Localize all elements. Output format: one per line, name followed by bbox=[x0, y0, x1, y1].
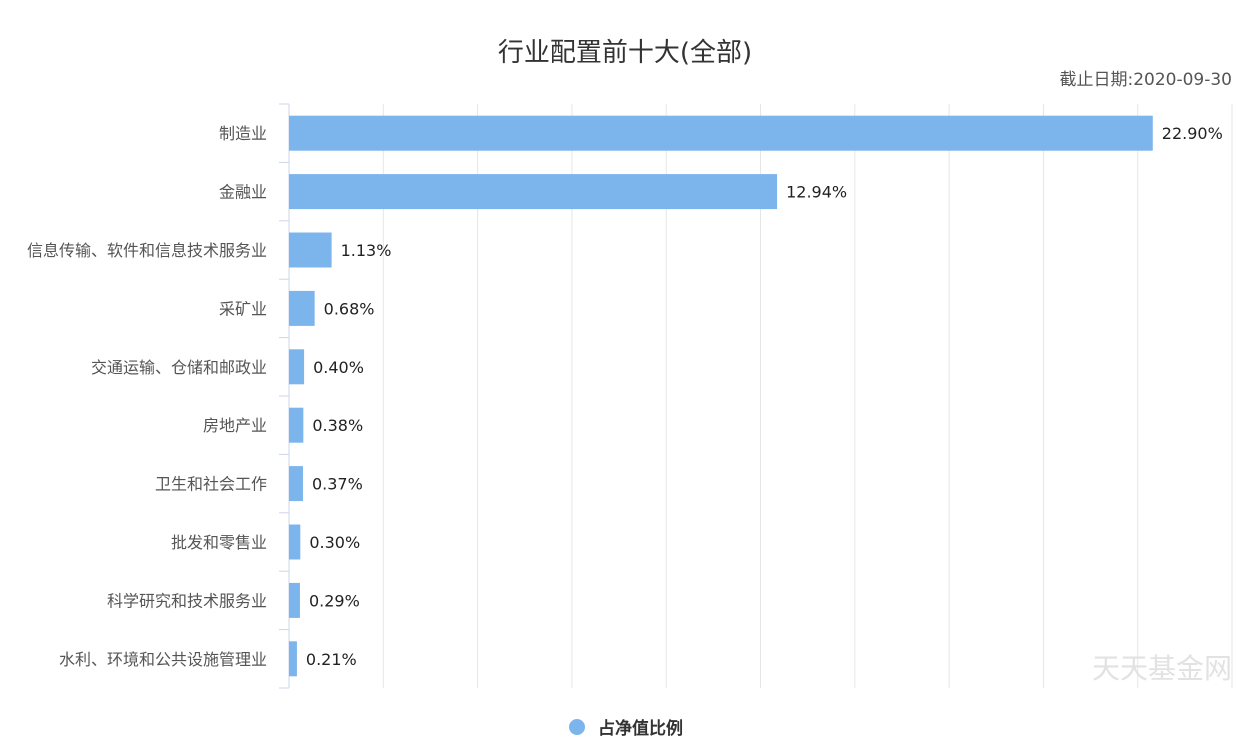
category-label: 金融业 bbox=[219, 183, 267, 202]
bar[interactable] bbox=[289, 641, 297, 677]
data-label: 0.29% bbox=[309, 591, 360, 610]
category-label: 卫生和社会工作 bbox=[155, 475, 267, 494]
data-label: 1.13% bbox=[341, 241, 392, 260]
category-labels: 制造业金融业信息传输、软件和信息技术服务业采矿业交通运输、仓储和邮政业房地产业卫… bbox=[27, 124, 267, 669]
legend[interactable]: 占净值比例 bbox=[569, 718, 683, 739]
bar[interactable] bbox=[289, 115, 1153, 151]
legend-label: 占净值比例 bbox=[598, 718, 683, 739]
category-label: 交通运输、仓储和邮政业 bbox=[91, 358, 267, 377]
data-label: 0.38% bbox=[312, 416, 363, 435]
category-label: 科学研究和技术服务业 bbox=[107, 591, 267, 610]
bar[interactable] bbox=[289, 407, 304, 443]
data-label: 12.94% bbox=[786, 183, 847, 202]
chart-subtitle: 截止日期:2020-09-30 bbox=[1059, 70, 1232, 90]
data-label: 0.21% bbox=[306, 650, 357, 669]
bar[interactable] bbox=[289, 349, 305, 385]
bar[interactable] bbox=[289, 290, 315, 326]
data-label: 0.37% bbox=[312, 475, 363, 494]
category-axis bbox=[279, 103, 290, 689]
bar[interactable] bbox=[289, 524, 301, 560]
bar[interactable] bbox=[289, 582, 300, 618]
bar[interactable] bbox=[289, 232, 332, 268]
chart-title: 行业配置前十大(全部) bbox=[498, 38, 752, 68]
data-labels: 22.90% 12.94% 1.13% 0.68% 0.40% 0.38% 0.37% 0.3… bbox=[306, 124, 1223, 669]
bar[interactable] bbox=[289, 174, 778, 210]
category-label: 房地产业 bbox=[203, 416, 267, 435]
data-label: 22.90% bbox=[1162, 124, 1223, 143]
bar[interactable] bbox=[289, 466, 303, 502]
legend-marker bbox=[569, 719, 585, 735]
bars bbox=[289, 115, 1153, 677]
data-label: 0.30% bbox=[309, 533, 360, 552]
category-label: 批发和零售业 bbox=[171, 533, 267, 552]
category-label: 水利、环境和公共设施管理业 bbox=[59, 650, 267, 669]
category-label: 采矿业 bbox=[219, 299, 267, 318]
category-label: 信息传输、软件和信息技术服务业 bbox=[27, 241, 267, 260]
data-label: 0.40% bbox=[313, 358, 364, 377]
watermark: 天天基金网 bbox=[1092, 652, 1232, 685]
category-label: 制造业 bbox=[219, 124, 267, 143]
data-label: 0.68% bbox=[324, 299, 375, 318]
